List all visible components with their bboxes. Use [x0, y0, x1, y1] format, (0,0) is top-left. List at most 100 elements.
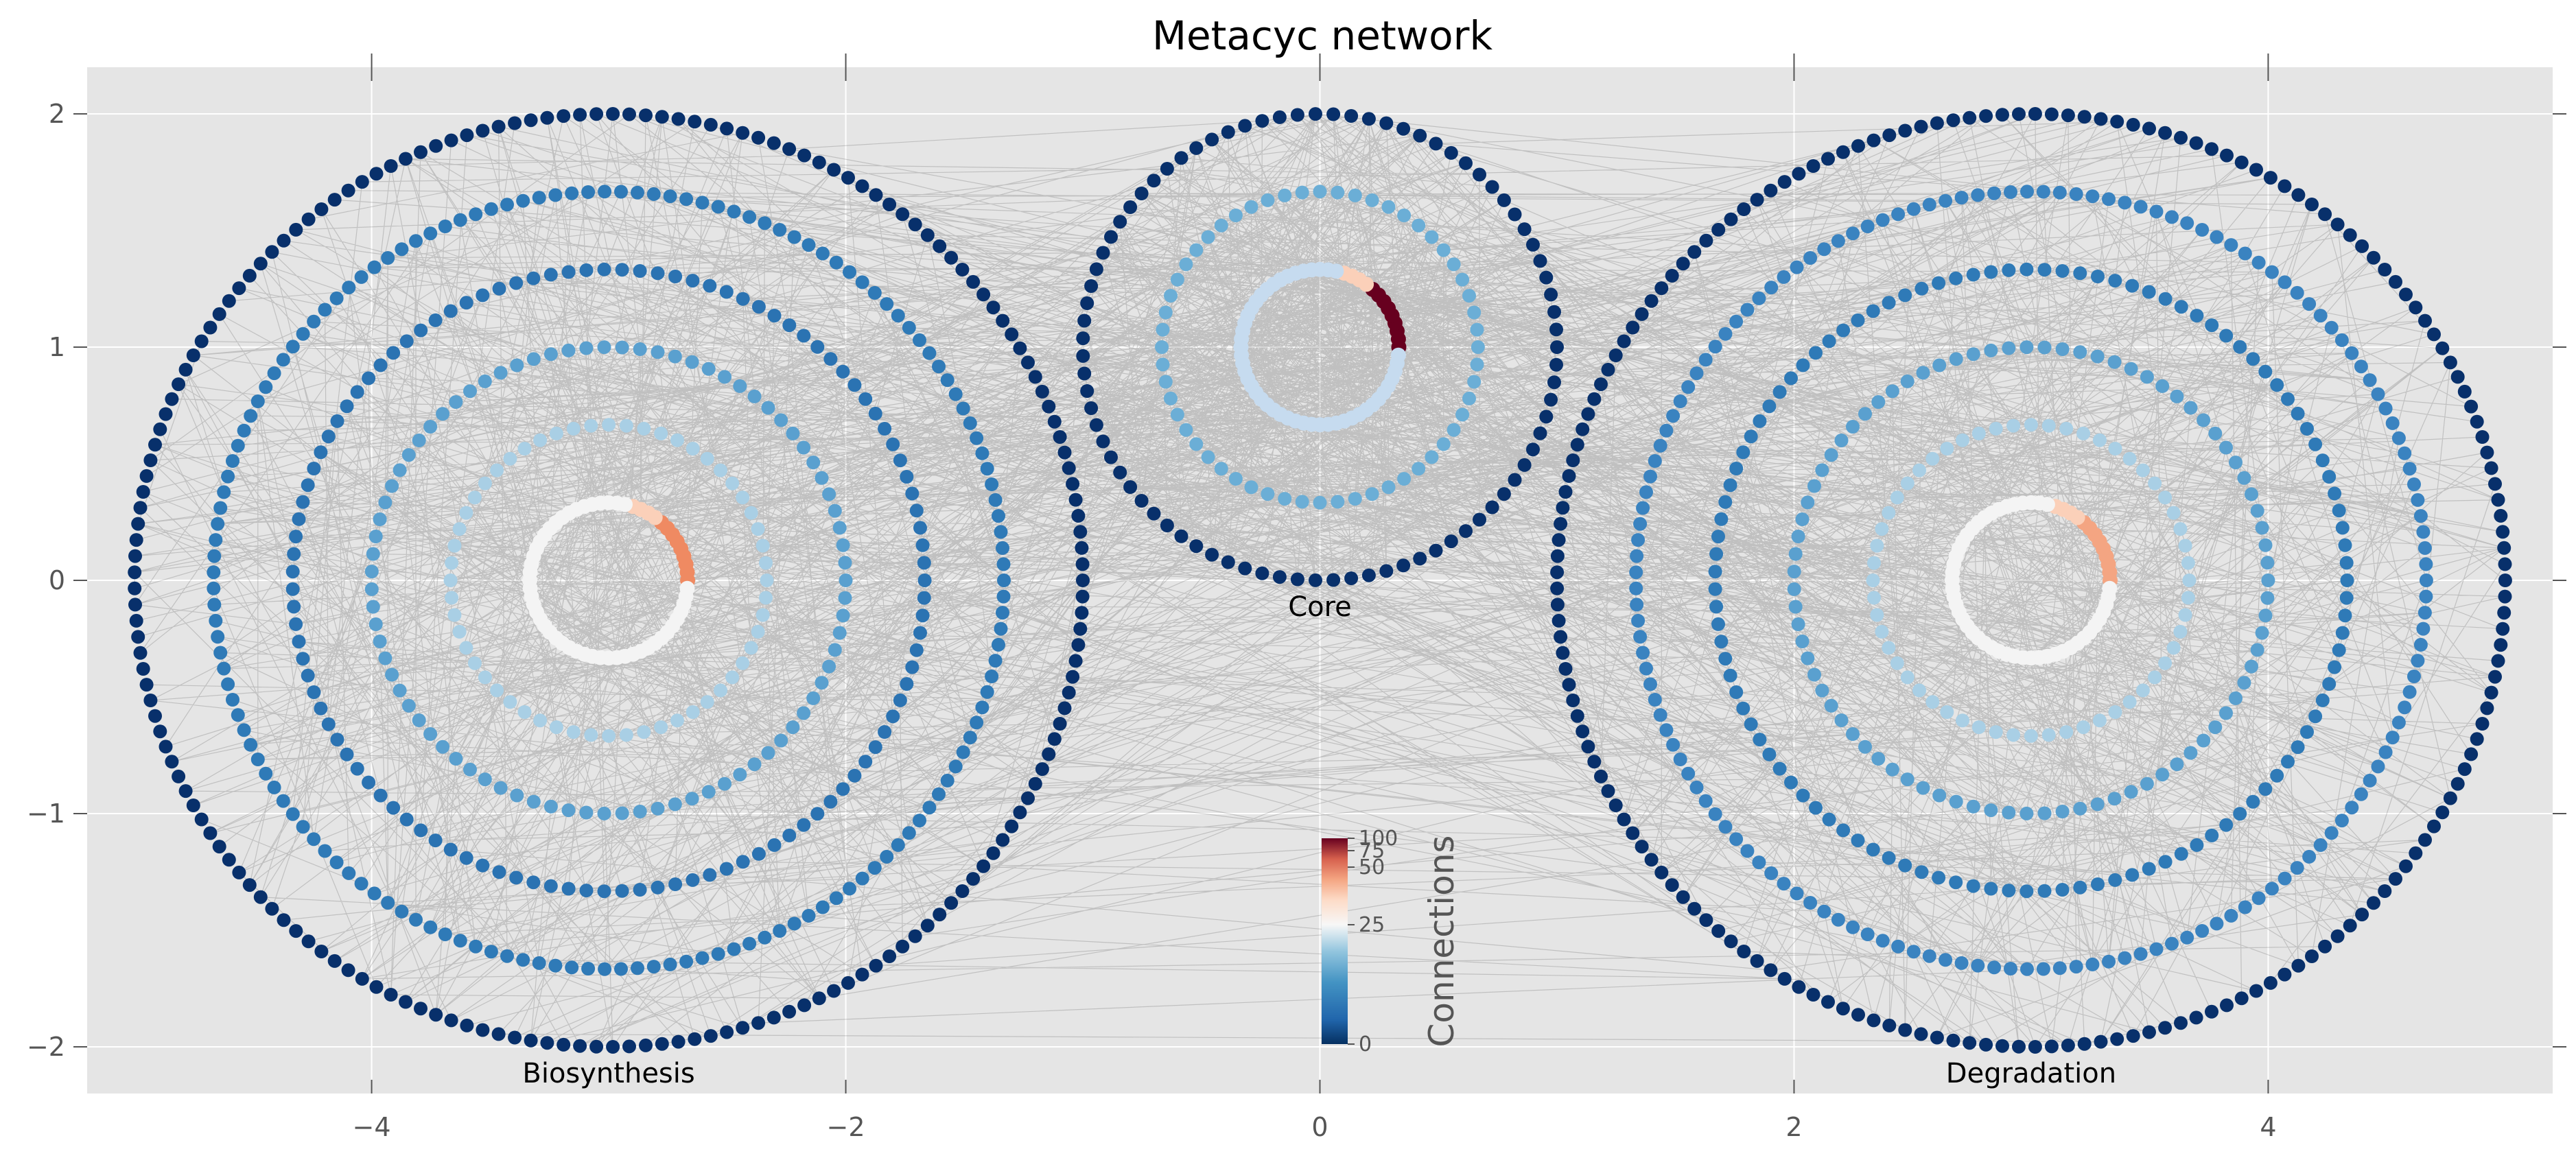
network-node — [1681, 380, 1696, 394]
network-node — [1636, 501, 1650, 515]
network-node — [1648, 693, 1662, 707]
network-node — [1666, 737, 1681, 752]
network-node — [598, 185, 612, 199]
network-node — [782, 1004, 797, 1019]
network-node — [561, 882, 576, 896]
network-node — [2409, 300, 2423, 315]
network-node — [1875, 624, 1889, 639]
network-node — [366, 600, 380, 614]
network-node — [2281, 755, 2295, 769]
colorbar-tick-label: 50 — [1359, 855, 1385, 879]
network-node — [443, 573, 458, 587]
network-node — [1244, 480, 1258, 495]
network-node — [827, 163, 841, 177]
network-node — [1635, 840, 1649, 854]
network-node — [378, 495, 393, 510]
network-node — [307, 832, 321, 847]
network-node — [1379, 564, 1394, 578]
network-node — [2339, 556, 2354, 570]
network-node — [2219, 818, 2234, 832]
network-node — [1526, 442, 1540, 457]
network-node — [2399, 859, 2413, 873]
network-node — [1809, 346, 1823, 360]
network-node — [2300, 422, 2314, 436]
network-node — [1035, 384, 1049, 399]
network-node — [688, 1032, 702, 1046]
network-node — [414, 1002, 428, 1016]
network-node — [561, 343, 576, 357]
network-node — [2158, 1021, 2173, 1035]
network-node — [756, 539, 770, 553]
network-node — [2355, 239, 2369, 253]
network-node — [314, 202, 329, 216]
network-node — [478, 670, 492, 685]
network-node — [2002, 805, 2016, 820]
network-node — [891, 838, 905, 852]
network-node — [1867, 591, 1881, 605]
network-node — [2378, 263, 2392, 276]
network-node — [1984, 343, 1998, 357]
network-node — [1882, 641, 1896, 655]
network-node — [2036, 962, 2050, 976]
network-node — [1654, 865, 1669, 879]
network-node — [940, 773, 955, 788]
network-node — [619, 728, 633, 742]
network-node — [806, 691, 821, 705]
network-node — [2251, 891, 2266, 906]
network-node — [1550, 598, 1565, 612]
network-node — [1042, 747, 1056, 761]
network-node — [533, 713, 548, 728]
network-node — [2004, 962, 2017, 975]
network-node — [855, 179, 869, 193]
network-node — [2464, 747, 2479, 761]
network-node — [401, 698, 416, 713]
network-node — [1608, 799, 1623, 812]
network-node — [920, 228, 935, 242]
network-node — [438, 927, 452, 941]
network-node — [2205, 318, 2219, 333]
network-node — [751, 1016, 766, 1030]
network-node — [913, 333, 926, 347]
network-node — [900, 470, 914, 484]
network-node — [1724, 934, 1738, 949]
network-node — [2398, 446, 2412, 460]
network-node — [384, 159, 398, 173]
network-node — [565, 186, 579, 200]
network-node — [2418, 833, 2432, 847]
network-node — [2315, 453, 2330, 468]
network-node — [1554, 517, 1568, 531]
network-node — [301, 478, 315, 493]
network-node — [843, 882, 856, 896]
network-node — [917, 591, 931, 605]
network-node — [1096, 434, 1110, 449]
network-node — [992, 509, 1005, 523]
network-node — [1956, 713, 1969, 728]
network-node — [711, 200, 725, 214]
network-node — [1587, 392, 1602, 406]
network-node — [1709, 547, 1724, 561]
network-node — [1290, 108, 1304, 122]
network-node — [1882, 851, 1896, 865]
network-node — [1752, 291, 1766, 305]
network-node — [1005, 819, 1019, 833]
network-node — [670, 713, 684, 728]
network-node — [631, 185, 644, 200]
network-node — [1221, 555, 1235, 569]
network-node — [2140, 777, 2154, 791]
chart-title: Metacyc network — [1152, 12, 1492, 59]
network-node — [1870, 539, 1884, 553]
network-node — [428, 313, 443, 327]
network-node — [259, 766, 273, 781]
network-node — [566, 725, 581, 740]
network-node — [633, 342, 647, 356]
network-node — [566, 421, 581, 436]
network-node — [1815, 463, 1829, 477]
network-node — [1885, 762, 1899, 777]
network-node — [1554, 630, 1568, 644]
network-node — [2178, 539, 2192, 553]
network-node — [1875, 934, 1890, 948]
network-node — [2002, 341, 2016, 355]
network-node — [913, 521, 927, 535]
network-node — [2158, 656, 2173, 670]
